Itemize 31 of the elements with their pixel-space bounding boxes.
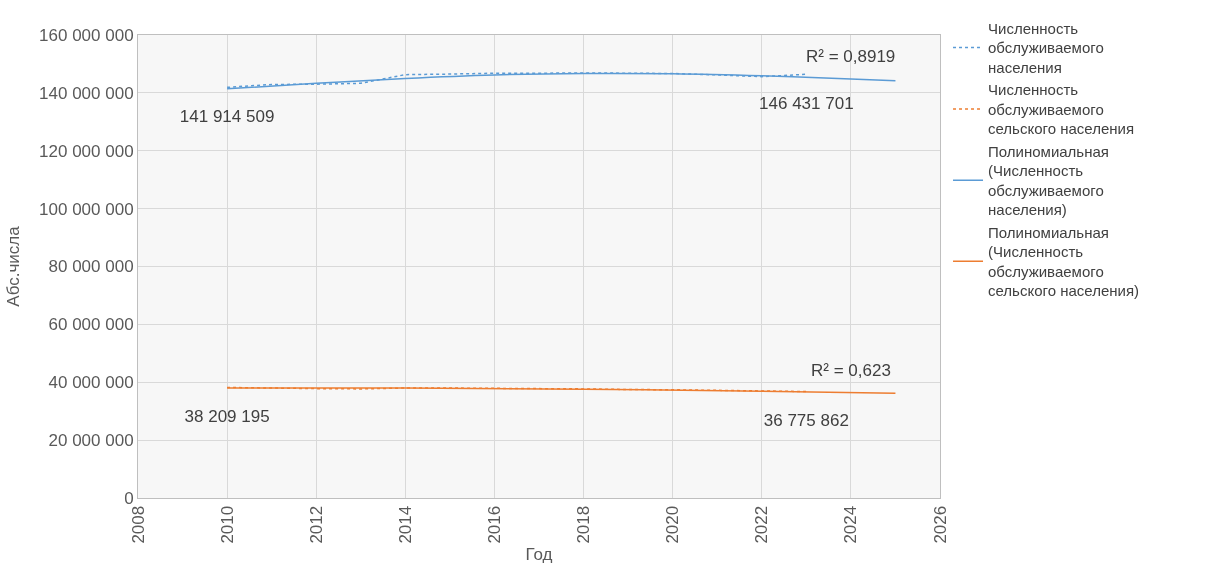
y-tick-label: 160 000 000 [39,25,134,45]
y-tick-label: 40 000 000 [48,373,134,393]
y-axis-title: Абс.числа [3,225,23,307]
legend-label: Численность обслуживаемого сельского населения [988,81,1135,138]
legend-label: Численность обслуживаемого населения [988,19,1104,76]
y-tick-label: 140 000 000 [39,83,134,103]
y-tick-label: 0 [124,488,134,508]
data-label: 146 431 701 [759,94,854,114]
x-tick-label: 2016 [484,505,504,544]
y-tick-label: 120 000 000 [39,141,134,161]
y-tick-label: 80 000 000 [48,257,134,277]
x-tick-label: 2008 [128,505,148,544]
x-tick-label: 2014 [395,505,415,544]
x-tick-label: 2012 [306,505,326,544]
x-tick-label: 2018 [574,505,594,544]
x-tick-label: 2020 [663,505,683,544]
data-label: 141 914 509 [179,107,275,127]
y-tick-label: 20 000 000 [48,431,134,451]
data-label: 36 775 862 [763,411,849,431]
y-tick-label: 60 000 000 [48,315,134,335]
x-tick-label: 2010 [217,505,237,544]
legend-label: Полиномиальная (Численность обслуживаемого сельского населения) [988,223,1140,300]
data-label: 38 209 195 [184,407,270,427]
x-axis-title: Год [525,545,553,565]
annotation: R² = 0,623 [811,361,891,380]
annotation: R² = 0,8919 [806,47,896,66]
x-tick-label: 2024 [841,505,861,544]
legend-label: Полиномиальная (Численность обслуживаемого населения) [988,142,1109,219]
y-tick-label: 100 000 000 [39,199,134,219]
x-tick-label: 2022 [752,505,772,544]
x-tick-label: 2026 [930,505,950,544]
